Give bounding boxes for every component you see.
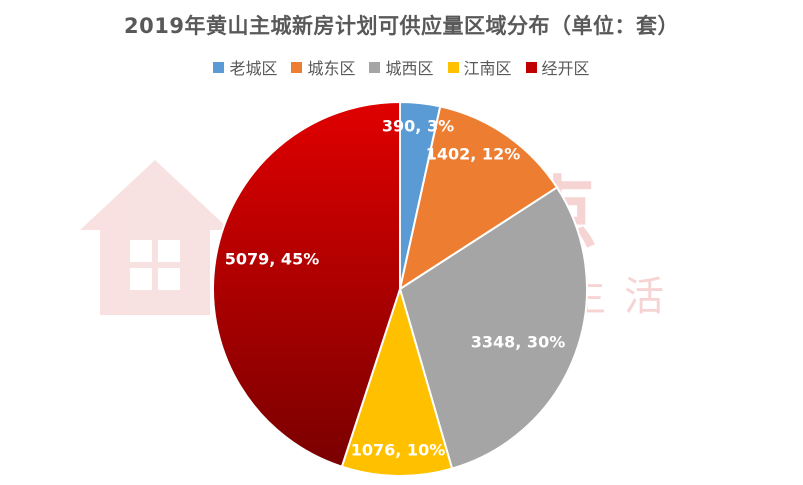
legend-swatch-2 (369, 61, 381, 73)
data-label-4: 5079, 45% (225, 250, 319, 269)
legend-swatch-3 (447, 61, 459, 73)
pie-slice-1 (398, 105, 559, 292)
legend-item-4: 经开区 (525, 55, 590, 79)
pie-slice-3 (340, 285, 454, 477)
legend-label-4: 经开区 (541, 59, 590, 78)
legend-item-0: 老城区 (213, 55, 277, 79)
data-label-3: 1076, 10% (351, 441, 445, 460)
legend-swatch-1 (291, 61, 303, 73)
legend-swatch-4 (525, 61, 537, 73)
legend-item-1: 城东区 (291, 55, 355, 79)
legend-item-2: 城西区 (369, 55, 434, 79)
data-label-2: 3348, 30% (471, 333, 565, 352)
pie-slice-2 (398, 186, 588, 470)
legend-label-3: 江南区 (463, 59, 512, 78)
chart-legend: 老城区 城东区 城西区 江南区 经开区 (0, 55, 803, 79)
legend-label-0: 老城区 (229, 59, 278, 78)
legend-swatch-0 (213, 61, 225, 73)
legend-label-1: 城东区 (307, 59, 356, 78)
data-label-1: 1402, 12% (426, 145, 520, 164)
chart-title: 2019年黄山主城新房计划可供应量区域分布（单位：套） (124, 14, 679, 38)
pie-slice-4 (212, 100, 401, 468)
legend-label-2: 城西区 (385, 59, 434, 78)
legend-item-3: 江南区 (447, 55, 512, 79)
data-label-0: 390, 3% (382, 117, 454, 136)
